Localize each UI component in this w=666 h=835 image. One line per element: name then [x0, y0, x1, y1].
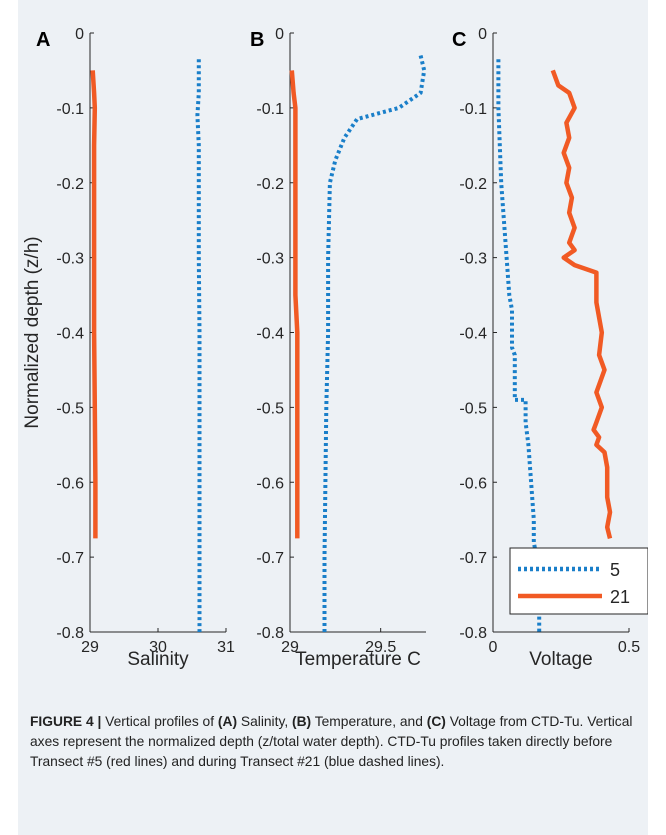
- y-tick-label: -0.1: [459, 101, 487, 118]
- caption-part-6: Voltage from CTD-Tu. Vertical axes repre…: [30, 714, 633, 769]
- legend-label-21: 21: [610, 587, 630, 607]
- y-tick-label: -0.2: [256, 176, 284, 193]
- y-tick-label: 0: [478, 26, 487, 43]
- y-tick-label: -0.5: [256, 400, 284, 417]
- y-tick-label: -0.1: [56, 101, 84, 118]
- y-tick-label: -0.3: [256, 251, 284, 268]
- legend-box: [509, 547, 648, 615]
- y-tick-label: -0.7: [459, 550, 487, 567]
- caption-part-3: (B): [292, 714, 312, 729]
- y-tick-label: -0.5: [459, 400, 487, 417]
- y-axis-label: Normalized depth (z/h): [22, 236, 43, 428]
- x-tick-label: 30: [149, 639, 167, 656]
- y-tick-label: -0.7: [256, 550, 284, 567]
- y-tick-label: -0.6: [56, 475, 84, 492]
- y-tick-label: -0.6: [459, 475, 487, 492]
- series-line-21: [322, 55, 427, 632]
- y-tick-label: -0.3: [459, 251, 487, 268]
- y-tick-label: -0.3: [56, 251, 84, 268]
- y-tick-label: -0.8: [459, 625, 487, 642]
- x-tick-label: 29.5: [365, 639, 396, 656]
- caption-part-5: (C): [426, 714, 446, 729]
- series-line-5: [496, 59, 542, 632]
- x-axis-label: Voltage: [529, 649, 592, 670]
- x-tick-label: 0.5: [618, 639, 640, 656]
- legend: 521: [509, 547, 648, 615]
- y-tick-label: -0.1: [256, 101, 284, 118]
- series-line-5: [289, 70, 300, 539]
- x-tick-label: 29: [81, 639, 99, 656]
- series-line-5: [90, 70, 98, 539]
- caption-part-1: (A): [217, 714, 238, 729]
- x-tick-label: 31: [217, 639, 235, 656]
- panel-A: A 0 -0.1 -0.2 -0.3 -0.4 -0.5 -0.6 -0.7 -0.829 30 31…: [22, 26, 235, 670]
- x-axis-label: Salinity: [127, 649, 189, 670]
- y-tick-label: -0.4: [56, 326, 84, 343]
- y-tick-label: -0.7: [56, 550, 84, 567]
- panel-C: C 0-0.1-0.2-0.3-0.4-0.5-0.6-0.7-0.80 0.5Vo…: [452, 26, 648, 670]
- series-line-21: [550, 69, 613, 539]
- y-tick-label: -0.8: [256, 625, 284, 642]
- x-tick-label: 0: [489, 639, 498, 656]
- y-tick-label: 0: [75, 26, 84, 43]
- panel-label-C: C: [452, 29, 466, 51]
- x-axis-label: Temperature C: [295, 649, 421, 670]
- y-tick-label: -0.4: [256, 326, 284, 343]
- y-tick-label: -0.2: [459, 176, 487, 193]
- figure-caption: FIGURE 4 | Vertical profiles of (A) Sali…: [30, 712, 640, 772]
- chart-figure: A 0-0.1-0.2-0.3-0.4-0.5-0.6-0.7-0.829 30 31…: [22, 26, 648, 670]
- y-tick-label: -0.5: [56, 400, 84, 417]
- caption-part-0: Vertical profiles of: [101, 714, 218, 729]
- y-tick-label: -0.4: [459, 326, 487, 343]
- caption-part-4: Temperature, and: [311, 714, 427, 729]
- panel-B: B 0 -0.1 -0.2 -0.3 -0.4 -0.5 -0.6 -0.7 -0.829 29.5…: [250, 26, 427, 670]
- series-line-21: [195, 59, 202, 632]
- caption-part-2: Salinity,: [237, 714, 292, 729]
- y-tick-label: -0.2: [56, 176, 84, 193]
- panel-label-B: B: [250, 29, 264, 51]
- y-tick-label: 0: [275, 26, 284, 43]
- y-tick-label: -0.8: [56, 625, 84, 642]
- caption-figure-label: FIGURE 4 |: [30, 714, 102, 729]
- legend-label-5: 5: [610, 560, 620, 580]
- panel-label-A: A: [36, 29, 50, 51]
- x-tick-label: 29: [281, 639, 299, 656]
- figure-panel: [18, 0, 648, 835]
- y-tick-label: -0.6: [256, 475, 284, 492]
